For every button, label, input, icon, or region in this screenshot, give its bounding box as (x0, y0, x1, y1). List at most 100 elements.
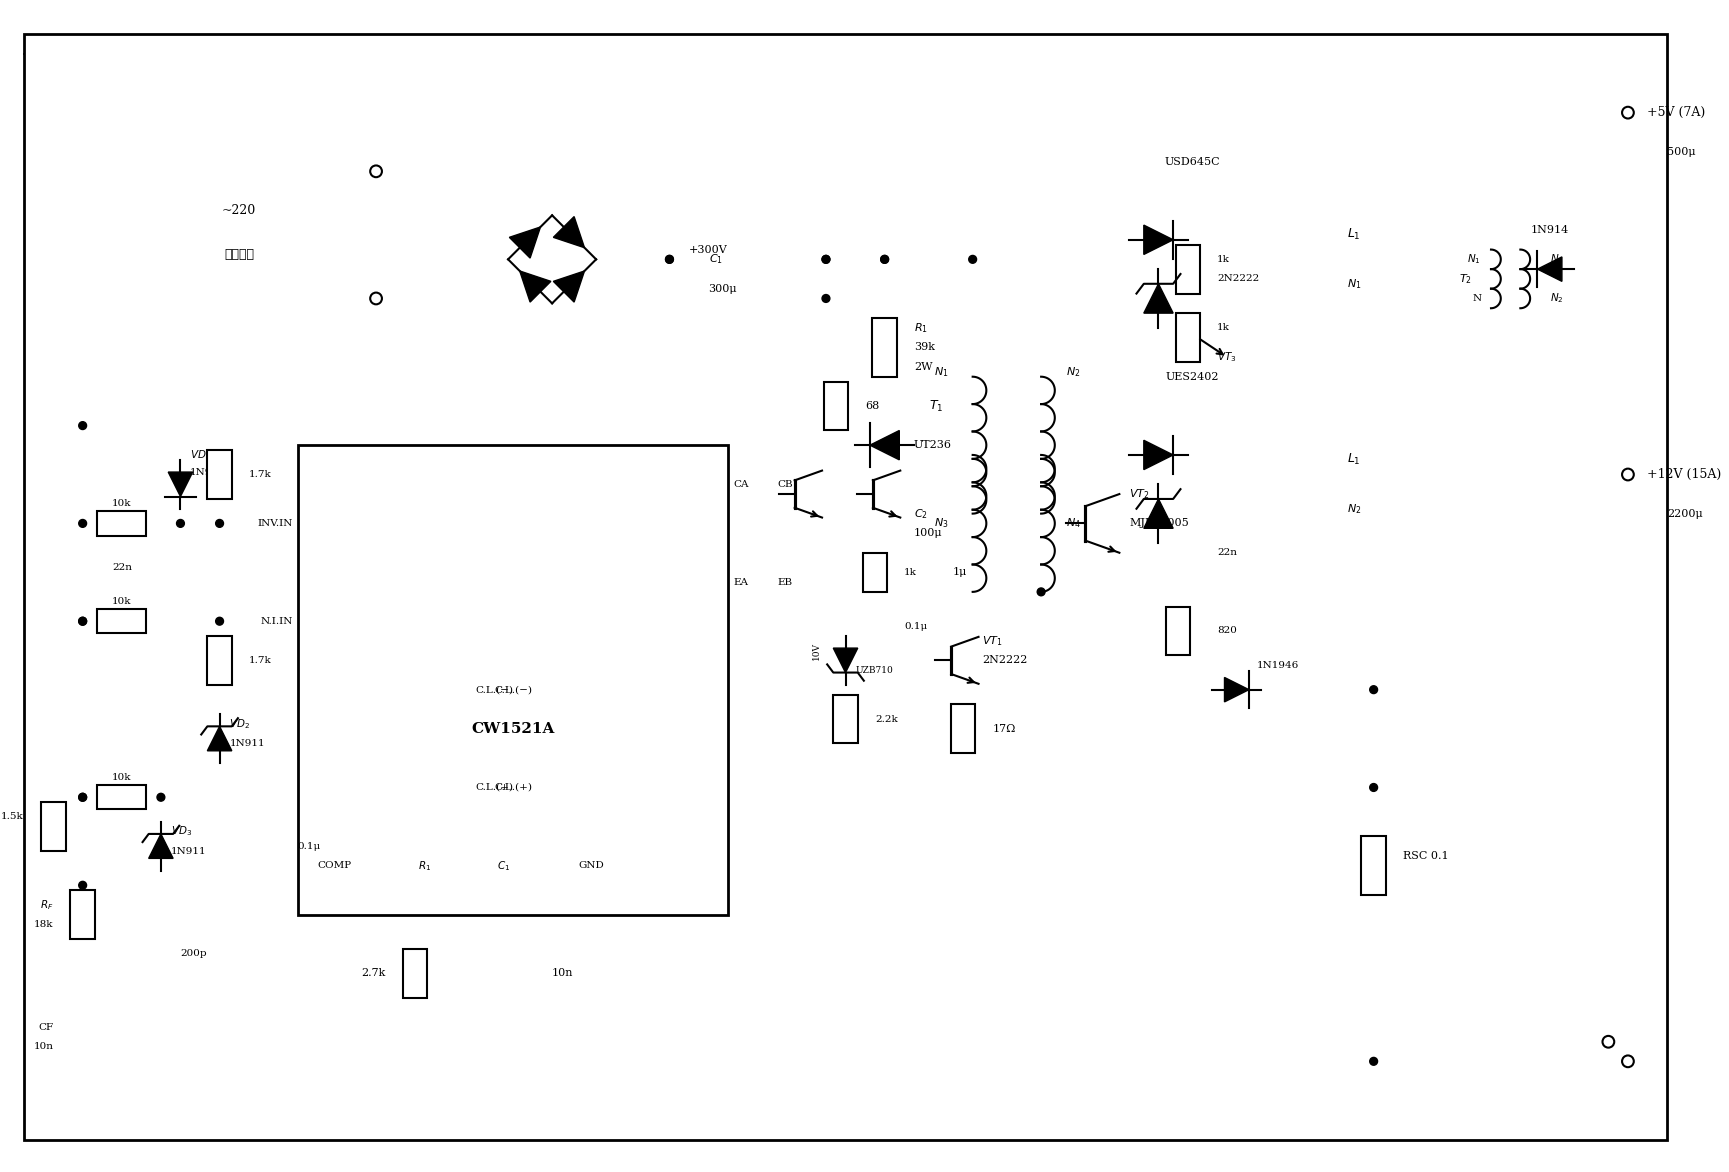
Text: $C_1$: $C_1$ (709, 252, 723, 266)
Text: $N_4$: $N_4$ (1065, 517, 1081, 530)
Bar (207, 636, 232, 684)
Text: 1N911: 1N911 (171, 846, 206, 856)
Text: 1N1946: 1N1946 (1257, 661, 1298, 669)
Text: $N_1$: $N_1$ (934, 364, 947, 379)
Bar (71, 891, 95, 939)
Circle shape (157, 793, 164, 802)
Bar (403, 949, 427, 997)
Text: 10n: 10n (33, 1042, 54, 1051)
Text: 2200μ: 2200μ (1667, 509, 1703, 519)
Polygon shape (1537, 257, 1561, 281)
Text: $N_1$: $N_1$ (1347, 277, 1361, 291)
Text: $N_2$: $N_2$ (1549, 292, 1563, 306)
Text: 1N914: 1N914 (1530, 225, 1568, 236)
Text: 1.7k: 1.7k (249, 656, 271, 665)
Circle shape (821, 255, 830, 264)
Text: 0.1μ: 0.1μ (904, 621, 927, 631)
Text: C.L.(+): C.L.(+) (494, 783, 533, 792)
Text: INV.IN: INV.IN (258, 519, 292, 527)
Bar (823, 382, 847, 430)
Circle shape (666, 255, 673, 264)
Circle shape (80, 519, 86, 527)
Text: CW1521A: CW1521A (472, 722, 555, 736)
Polygon shape (1145, 284, 1174, 313)
Polygon shape (1224, 677, 1248, 702)
Text: 1k: 1k (904, 567, 916, 577)
Text: 22n: 22n (112, 563, 131, 572)
Circle shape (80, 618, 86, 625)
Bar (863, 553, 887, 592)
Circle shape (80, 422, 86, 429)
Circle shape (1037, 588, 1044, 595)
Bar (97, 609, 147, 633)
Text: EA: EA (733, 578, 749, 587)
Text: +300V: +300V (690, 245, 728, 254)
Text: $R_F$: $R_F$ (40, 898, 54, 912)
Text: CA: CA (733, 479, 749, 489)
Text: 10n: 10n (552, 968, 574, 979)
Polygon shape (520, 271, 552, 302)
Text: $L_1$: $L_1$ (1347, 452, 1361, 468)
Text: GND: GND (579, 861, 603, 871)
Text: $N_1$: $N_1$ (1468, 252, 1482, 266)
Bar (873, 318, 897, 376)
Text: RSC 0.1: RSC 0.1 (1402, 851, 1449, 861)
Text: CB: CB (776, 479, 792, 489)
Bar (1165, 607, 1190, 655)
Polygon shape (1145, 499, 1174, 529)
Text: 39k: 39k (915, 342, 935, 353)
Text: $VT_1$: $VT_1$ (982, 634, 1003, 648)
Circle shape (1369, 1057, 1378, 1065)
Text: C.L.(−): C.L.(−) (475, 686, 514, 694)
Text: 1N911: 1N911 (230, 740, 265, 748)
Text: $N_3$: $N_3$ (934, 517, 947, 530)
Text: $C_1$: $C_1$ (496, 859, 510, 873)
Circle shape (176, 519, 185, 527)
Bar (1176, 313, 1200, 362)
Text: EB: EB (776, 578, 792, 587)
Bar (97, 785, 147, 810)
Text: 500μ: 500μ (1667, 146, 1696, 157)
Text: N.I.IN: N.I.IN (261, 616, 292, 626)
Polygon shape (207, 727, 232, 751)
Text: 22n: 22n (1217, 548, 1238, 557)
Text: UZB710: UZB710 (856, 666, 894, 675)
Bar (951, 704, 975, 754)
Polygon shape (553, 217, 584, 247)
Text: C.L.(+): C.L.(+) (475, 783, 514, 792)
Text: $N_2$: $N_2$ (1065, 364, 1081, 379)
Text: 10V: 10V (811, 641, 821, 660)
Text: 2.2k: 2.2k (875, 715, 897, 723)
Circle shape (80, 793, 86, 802)
Text: 交流电源: 交流电源 (225, 248, 254, 261)
Text: COMP: COMP (318, 861, 351, 871)
Text: 300μ: 300μ (709, 284, 737, 294)
Polygon shape (833, 648, 858, 673)
Text: $R_1$: $R_1$ (915, 321, 928, 335)
Text: 100μ: 100μ (915, 529, 942, 538)
Text: $VT_2$: $VT_2$ (1129, 488, 1150, 500)
Bar (1176, 245, 1200, 293)
Text: $T_1$: $T_1$ (928, 398, 944, 414)
Circle shape (80, 618, 86, 625)
Text: 1N911: 1N911 (190, 468, 226, 477)
Text: +5V (7A): +5V (7A) (1648, 107, 1707, 120)
Text: 1k: 1k (1217, 323, 1229, 333)
Circle shape (666, 255, 673, 264)
Text: $VT_3$: $VT_3$ (1217, 350, 1236, 364)
Text: $VD_3$: $VD_3$ (171, 825, 192, 838)
Text: 1k: 1k (1217, 254, 1229, 264)
Text: $T_2$: $T_2$ (1459, 272, 1471, 286)
Circle shape (821, 294, 830, 302)
Text: 10k: 10k (112, 598, 131, 606)
Text: 2W: 2W (915, 362, 932, 372)
Text: $N_3$: $N_3$ (1549, 252, 1563, 266)
Text: 18k: 18k (35, 920, 54, 929)
Circle shape (968, 255, 977, 264)
Text: 1μ: 1μ (953, 567, 968, 578)
Text: 820: 820 (1217, 627, 1236, 635)
Polygon shape (1145, 441, 1174, 470)
Text: 2.7k: 2.7k (361, 968, 386, 979)
Text: 1.7k: 1.7k (249, 470, 271, 479)
Text: MJE13005: MJE13005 (1129, 518, 1190, 529)
